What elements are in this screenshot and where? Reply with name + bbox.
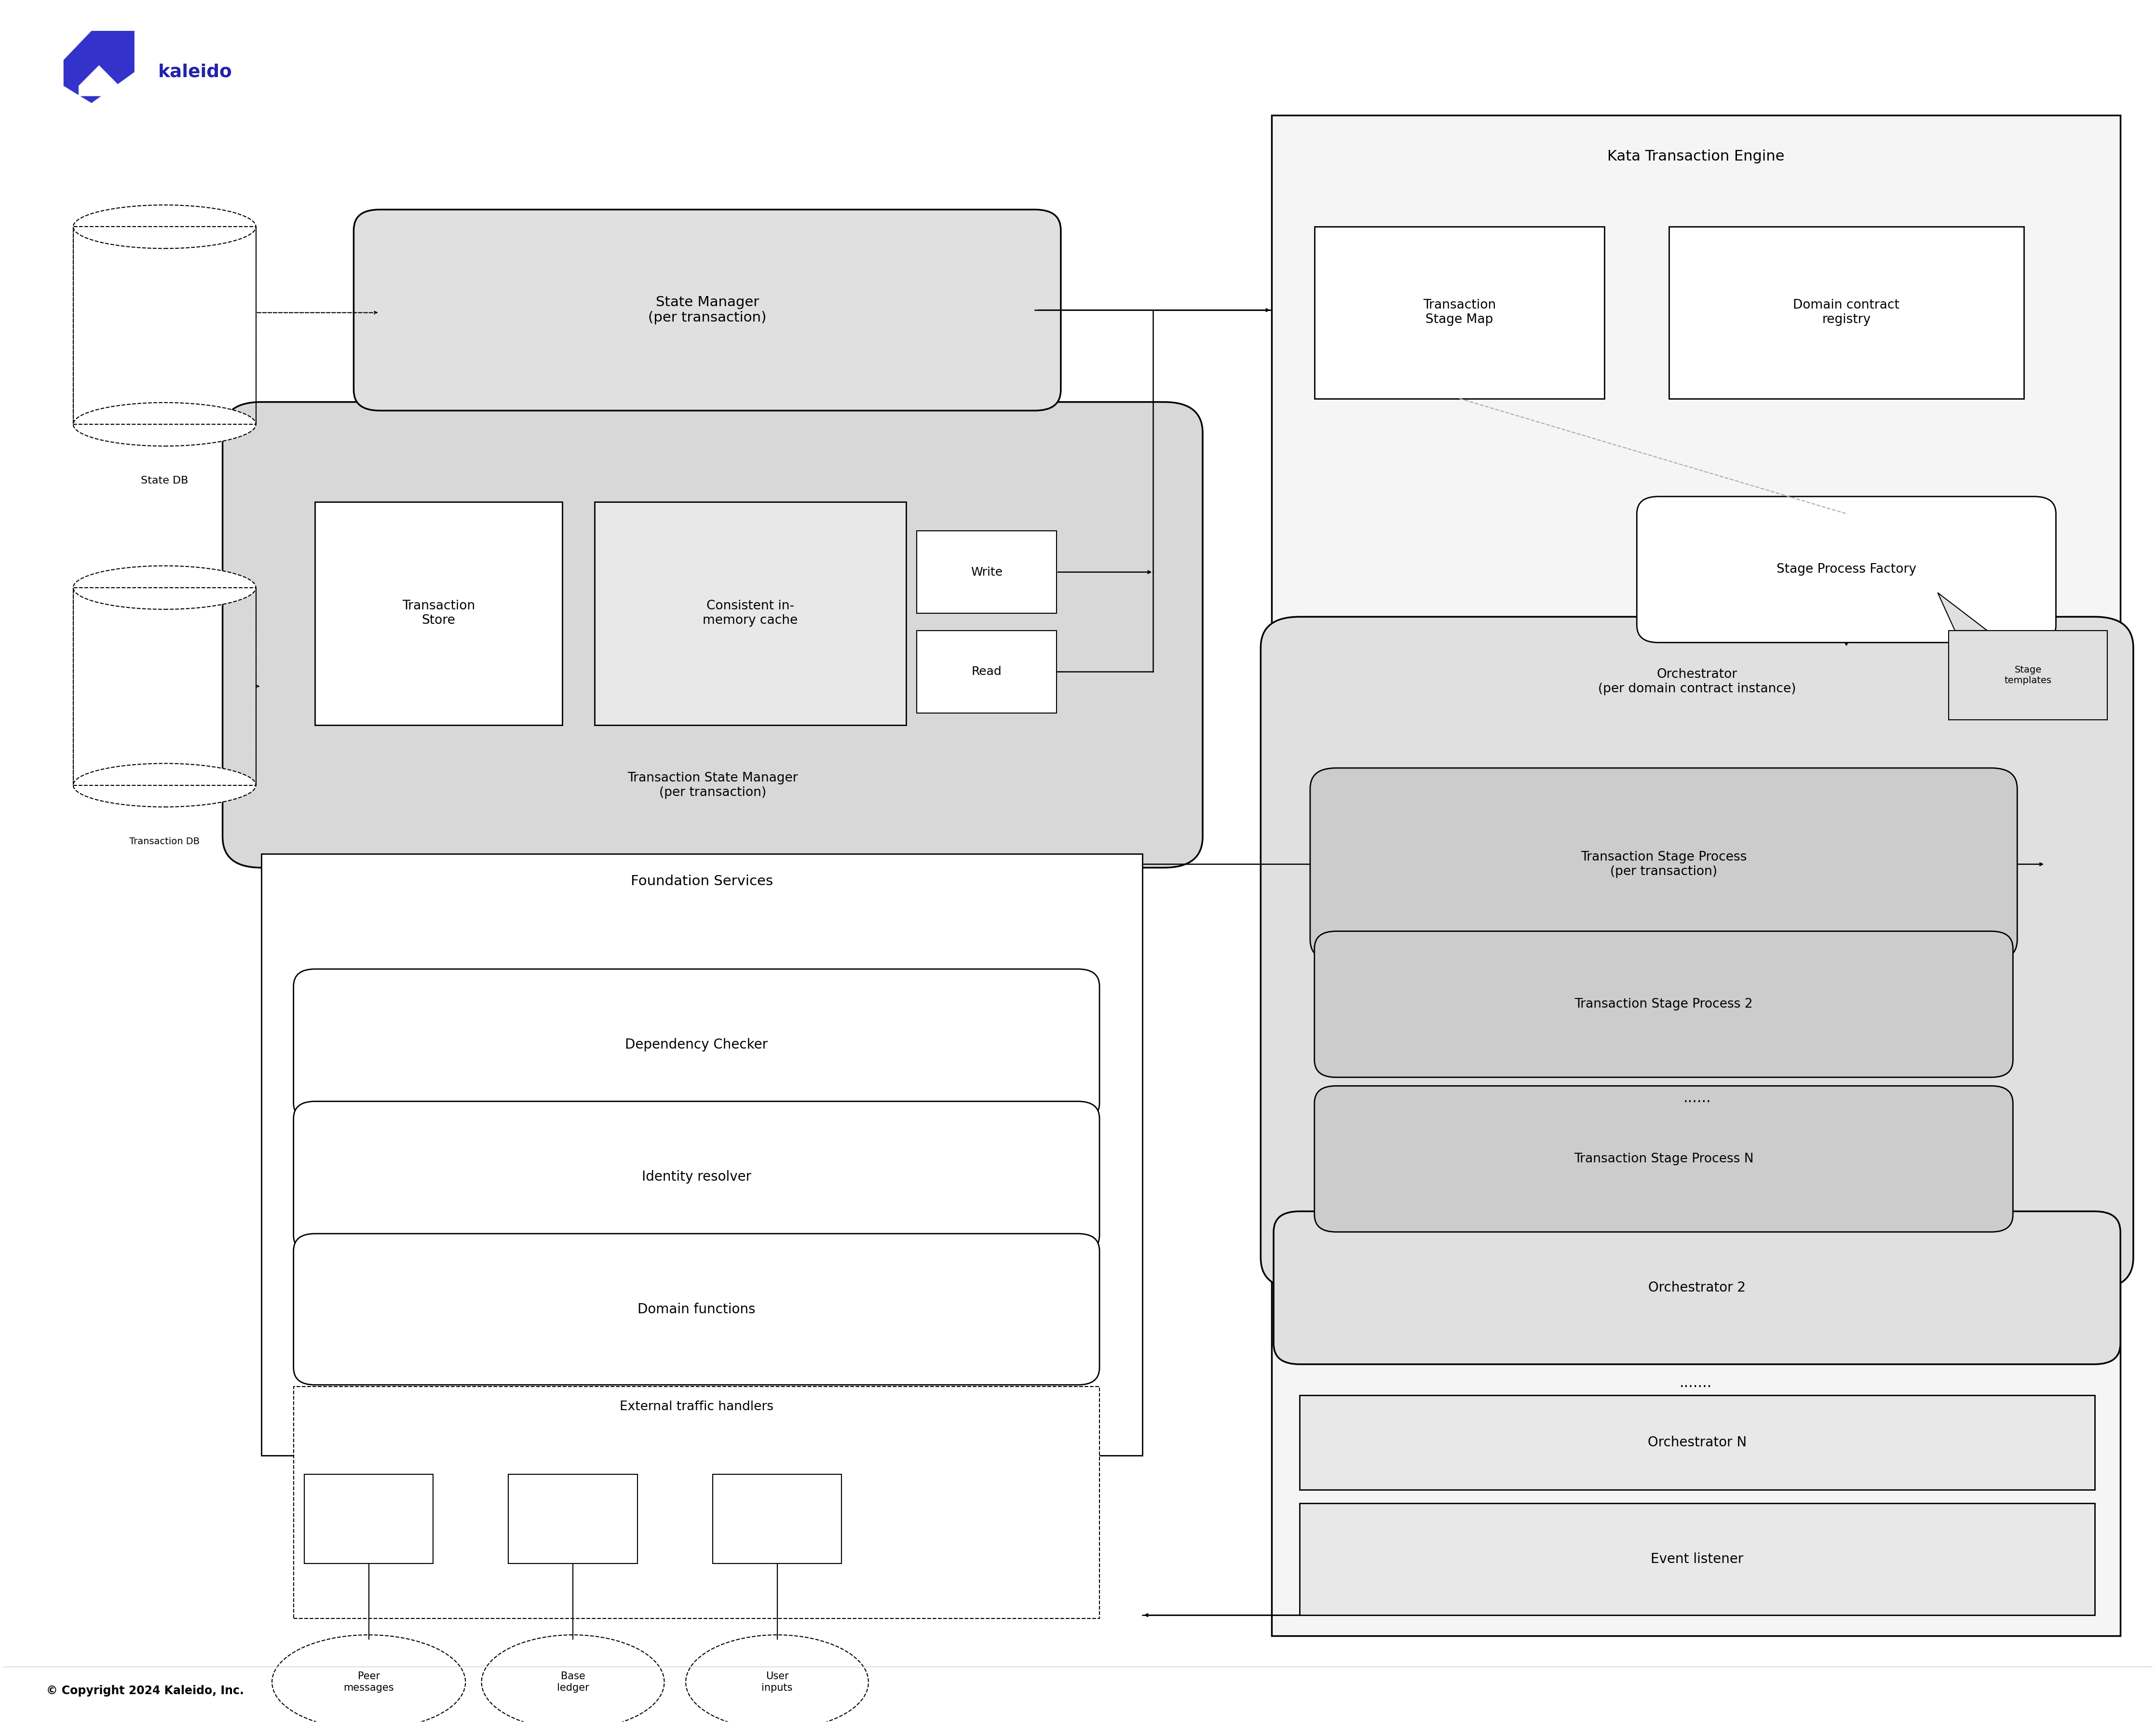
Text: External traffic handlers: External traffic handlers [619,1401,774,1413]
Ellipse shape [73,205,257,248]
FancyBboxPatch shape [1315,932,2014,1078]
Polygon shape [78,66,119,97]
Text: ......: ...... [1684,1090,1712,1106]
FancyBboxPatch shape [1311,768,2018,961]
Text: State DB: State DB [140,476,188,485]
FancyBboxPatch shape [509,1475,638,1563]
Text: Transaction DB: Transaction DB [129,837,201,845]
Text: User
inputs: User inputs [761,1672,793,1692]
Text: Transaction Stage Process 2: Transaction Stage Process 2 [1574,999,1753,1011]
FancyBboxPatch shape [1300,1396,2096,1490]
FancyBboxPatch shape [1274,1211,2119,1364]
Bar [73,588,257,785]
FancyBboxPatch shape [293,969,1100,1120]
Text: Transaction
Stage Map: Transaction Stage Map [1423,298,1496,326]
Text: Read: Read [972,666,1003,678]
FancyBboxPatch shape [1949,631,2109,719]
Text: State Manager
(per transaction): State Manager (per transaction) [649,295,765,324]
Text: Dependency Checker: Dependency Checker [625,1038,768,1052]
FancyBboxPatch shape [1315,226,1604,398]
FancyBboxPatch shape [315,502,563,724]
Text: .......: ....... [1680,1377,1712,1390]
Ellipse shape [73,764,257,807]
Bar [73,226,257,424]
Bar [73,226,257,424]
FancyBboxPatch shape [293,1101,1100,1252]
Text: Stage Process Factory: Stage Process Factory [1777,564,1917,576]
FancyBboxPatch shape [1315,1085,2014,1232]
FancyBboxPatch shape [714,1475,841,1563]
Ellipse shape [73,566,257,609]
Ellipse shape [686,1635,869,1725]
Ellipse shape [73,402,257,447]
Text: Identity resolver: Identity resolver [642,1170,750,1183]
FancyBboxPatch shape [916,531,1056,614]
Text: Write: Write [970,566,1003,578]
Ellipse shape [481,1635,664,1725]
Text: Transaction Stage Process
(per transaction): Transaction Stage Process (per transacti… [1580,850,1746,878]
Text: Base
ledger: Base ledger [556,1672,589,1692]
Text: Kata Transaction Engine: Kata Transaction Engine [1608,150,1785,164]
FancyBboxPatch shape [1636,497,2057,642]
Text: © Copyright 2024 Kaleido, Inc.: © Copyright 2024 Kaleido, Inc. [45,1685,244,1696]
FancyBboxPatch shape [261,854,1143,1456]
Text: Orchestrator N: Orchestrator N [1647,1435,1746,1449]
Text: Transaction Stage Process N: Transaction Stage Process N [1574,1152,1753,1164]
FancyBboxPatch shape [1669,226,2024,398]
Text: Domain functions: Domain functions [638,1302,755,1316]
FancyBboxPatch shape [222,402,1203,868]
FancyBboxPatch shape [354,209,1061,411]
FancyBboxPatch shape [916,631,1056,712]
Text: Foundation Services: Foundation Services [632,875,774,888]
Polygon shape [1938,593,1988,631]
Text: kaleido: kaleido [157,64,233,81]
Text: Domain contract
registry: Domain contract registry [1794,298,1899,326]
Text: Stage
templates: Stage templates [2005,666,2053,685]
Polygon shape [63,31,134,103]
FancyBboxPatch shape [293,1387,1100,1618]
Text: Transaction
Store: Transaction Store [403,600,474,626]
Text: Consistent in-
memory cache: Consistent in- memory cache [703,600,798,626]
Text: Peer
messages: Peer messages [343,1672,395,1692]
Text: Orchestrator
(per domain contract instance): Orchestrator (per domain contract instan… [1598,668,1796,695]
FancyBboxPatch shape [1272,116,2119,1635]
Ellipse shape [272,1635,466,1725]
Text: Transaction State Manager
(per transaction): Transaction State Manager (per transacti… [627,771,798,799]
Text: Orchestrator 2: Orchestrator 2 [1649,1282,1746,1294]
FancyBboxPatch shape [304,1475,433,1563]
FancyBboxPatch shape [1300,1504,2096,1615]
Bar [73,588,257,785]
FancyBboxPatch shape [1261,618,2132,1289]
Text: Event listener: Event listener [1651,1552,1744,1566]
FancyBboxPatch shape [595,502,906,724]
FancyBboxPatch shape [293,1233,1100,1385]
